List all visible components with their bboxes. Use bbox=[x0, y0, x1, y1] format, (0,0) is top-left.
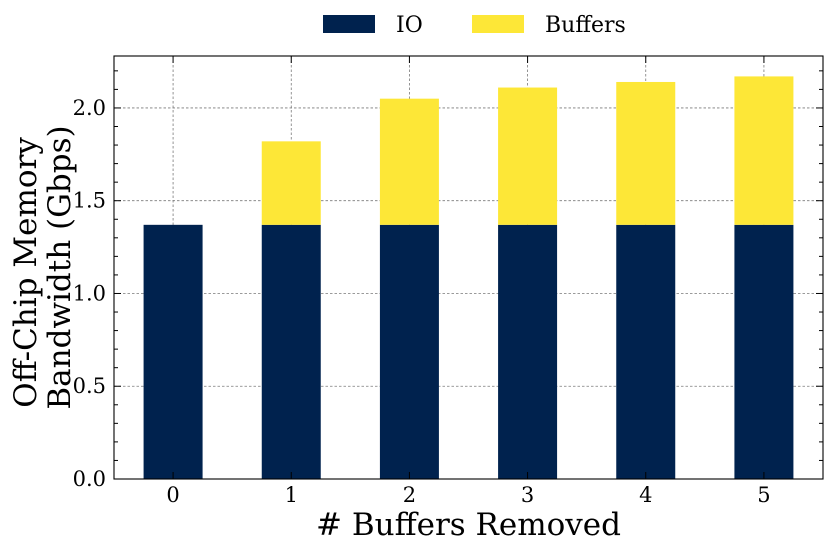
legend-swatch-buffers bbox=[472, 15, 524, 33]
bar-io-1 bbox=[261, 224, 321, 479]
y-tick-label: 0.0 bbox=[73, 467, 106, 491]
y-tick-label: 1.5 bbox=[73, 189, 106, 213]
x-tick-label: 3 bbox=[521, 483, 534, 507]
bar-buffers-2 bbox=[379, 98, 439, 225]
legend-label-io: IO bbox=[396, 13, 423, 38]
bar-io-5 bbox=[734, 224, 794, 479]
bar-io-3 bbox=[498, 224, 558, 479]
legend: IO Buffers bbox=[323, 13, 626, 38]
tick-labels: 0.0 0.5 1.0 1.5 2.0 0 1 2 3 4 5 bbox=[73, 96, 771, 507]
bar-buffers-1 bbox=[261, 141, 321, 225]
bar-buffers-3 bbox=[498, 87, 558, 225]
x-tick-label: 5 bbox=[757, 483, 770, 507]
bars bbox=[143, 76, 794, 479]
axis-ticks bbox=[114, 56, 823, 480]
bar-io-4 bbox=[616, 224, 676, 479]
y-tick-label: 0.5 bbox=[73, 374, 106, 398]
legend-label-buffers: Buffers bbox=[545, 13, 626, 38]
x-tick-label: 1 bbox=[285, 483, 298, 507]
x-tick-label: 2 bbox=[403, 483, 416, 507]
y-tick-label: 2.0 bbox=[73, 96, 106, 120]
x-axis-label: # Buffers Removed bbox=[316, 507, 621, 543]
legend-swatch-io bbox=[323, 15, 375, 33]
y-tick-label: 1.0 bbox=[73, 281, 106, 305]
y-axis-label: Off-Chip Memory Bandwidth (Gbps) bbox=[8, 125, 78, 409]
x-tick-label: 0 bbox=[166, 483, 179, 507]
bar-buffers-5 bbox=[734, 76, 794, 225]
bar-io-2 bbox=[379, 224, 439, 479]
plot-area-frame bbox=[113, 55, 824, 480]
bar-io-0 bbox=[143, 224, 203, 479]
y-axis-label-line-1: Off-Chip Memory bbox=[8, 137, 44, 408]
x-tick-label: 4 bbox=[639, 483, 652, 507]
y-axis-label-line-2: Bandwidth (Gbps) bbox=[42, 125, 78, 409]
bar-buffers-4 bbox=[616, 81, 676, 225]
gridlines bbox=[114, 56, 823, 479]
